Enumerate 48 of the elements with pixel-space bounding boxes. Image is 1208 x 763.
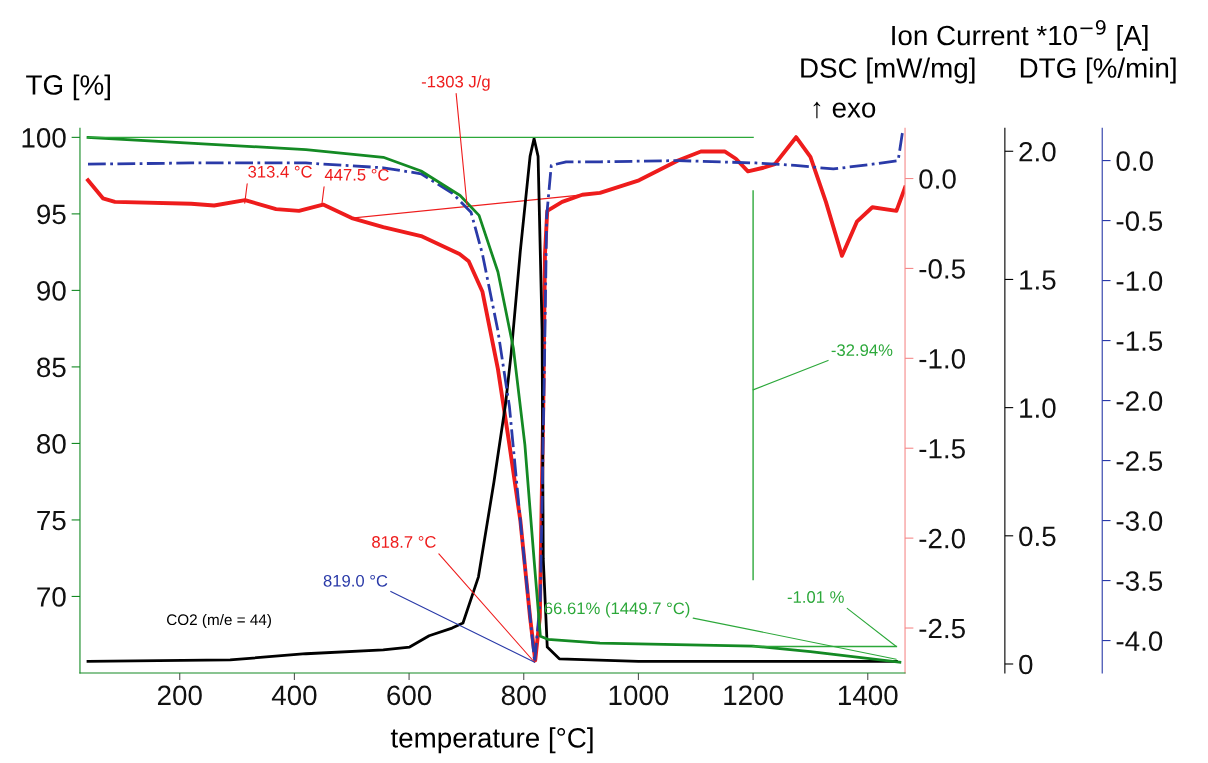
y2-tick-label: -0.5 [919, 259, 965, 279]
y2-axis-title: DSC [mW/mg] [801, 57, 975, 84]
annotation: -1303 J/g [421, 75, 490, 91]
y-tick-label: 0.0 [1116, 151, 1153, 171]
y2-tick-label: -1.0 [919, 348, 966, 369]
y-axis-title: TG [%] [26, 74, 110, 101]
y-tick-label: -3.0 [1116, 511, 1163, 531]
y-tick-label: 90 [37, 281, 66, 301]
annotation: 819.0 °C [323, 574, 388, 587]
x-tick-label: 200 [157, 685, 202, 706]
y-axis-title: DTG [%/min] [1020, 57, 1176, 84]
y-tick-label: 80 [37, 434, 66, 454]
y3-tick-label: 2.0 [1019, 141, 1056, 162]
y-tick-label: 85 [37, 357, 66, 378]
x-tick-label: 1200 [724, 685, 783, 706]
y-tick-label: 95 [37, 204, 66, 225]
y-tick-label: -3.5 [1116, 571, 1163, 591]
annotation: -1.01 % [787, 591, 844, 603]
y-tick-label: -2.0 [1116, 391, 1163, 411]
annotation: 818.7 °C [372, 536, 436, 548]
annotation: 447.5 °C [324, 168, 389, 181]
y-tick-label: -1.5 [1116, 331, 1163, 351]
series-label: CO2 (m/e = 44) [167, 613, 271, 629]
y2-tick-label: -1.5 [919, 439, 965, 459]
x-tick-label: 800 [501, 685, 546, 706]
y-tick-label: -0.5 [1116, 211, 1163, 231]
x-tick-label: 400 [271, 685, 317, 706]
x-axis-title: temperature [°C] [390, 727, 593, 754]
y-tick-label: -1.0 [1116, 271, 1163, 291]
text: ↑ exo [813, 101, 876, 119]
x-tick-label: 1000 [609, 685, 669, 706]
y-tick-label: 75 [37, 510, 66, 531]
x-tick-label: 600 [387, 685, 432, 706]
y2-tick-label: 0.0 [919, 169, 956, 189]
y3-axis-title: Ion Current *10$^{−9}$ [A] [892, 20, 1148, 51]
y2-tick-label: -2.0 [919, 528, 966, 549]
y-tick-label: 70 [37, 587, 66, 607]
y-tick-label: -2.5 [1116, 451, 1163, 471]
y2-tick-label: -2.5 [919, 618, 965, 639]
x-tick-label: 1400 [838, 685, 898, 706]
y-tick-label: -4.0 [1116, 631, 1163, 651]
y3-tick-label: 0 [1019, 654, 1033, 675]
y3-tick-label: 1.5 [1020, 270, 1056, 290]
annotation: 313.4 °C [248, 165, 312, 178]
y3-tick-label: 0.5 [1019, 526, 1056, 547]
y-tick-label: 100 [22, 128, 66, 148]
annotation: -32.94% [831, 344, 893, 357]
y3-tick-label: 1.0 [1020, 398, 1056, 418]
